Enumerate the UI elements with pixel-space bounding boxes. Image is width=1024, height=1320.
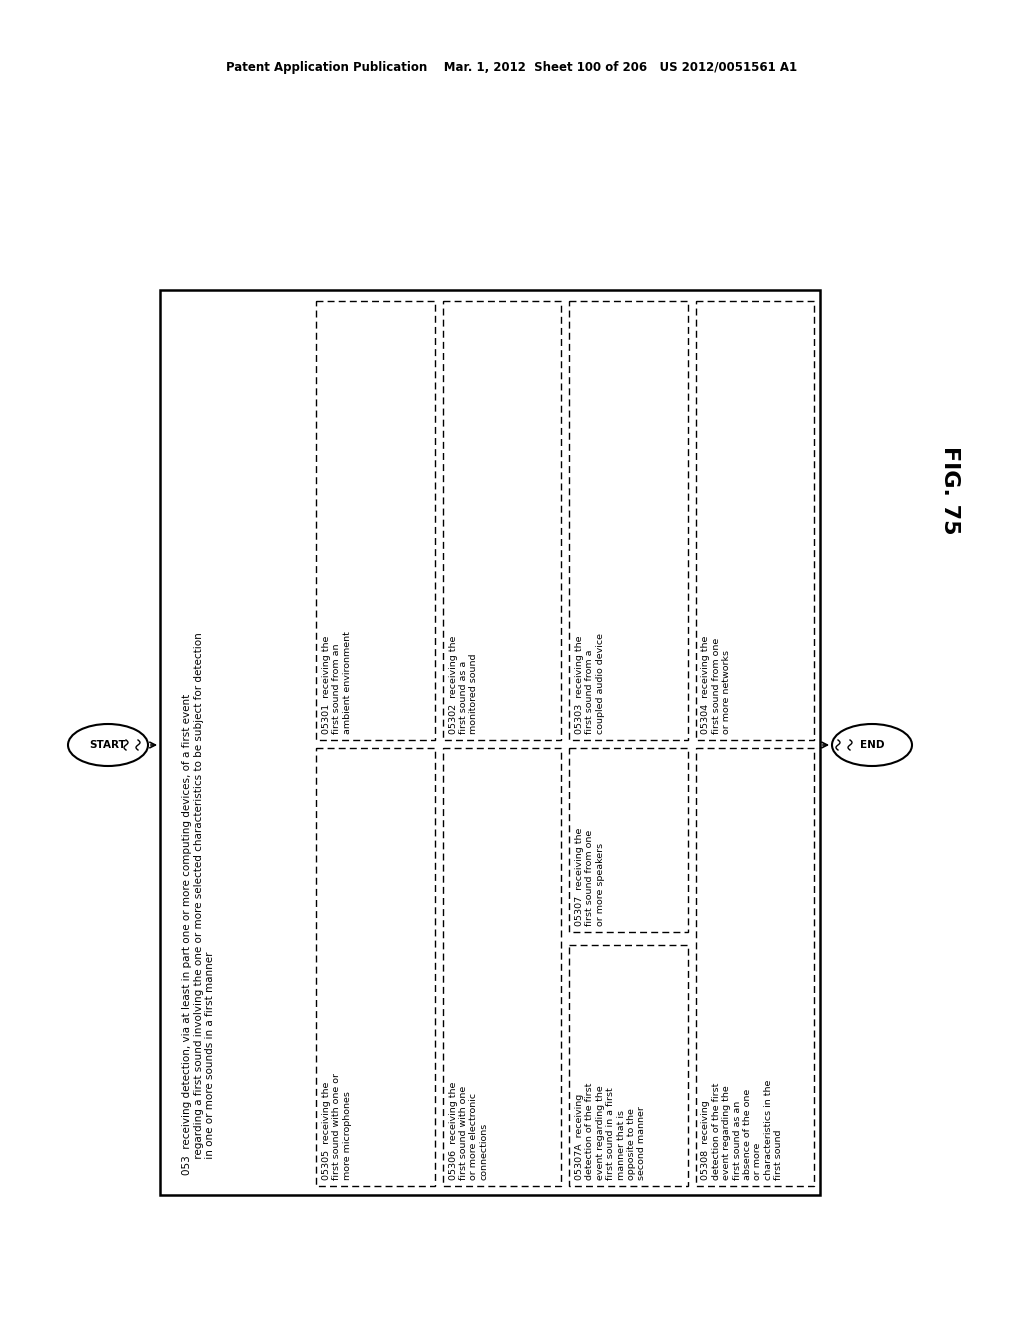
Text: 05307A  receiving
detection of the first
event regarding the
first sound in a fi: 05307A receiving detection of the first … (575, 1082, 646, 1180)
Bar (695, 301, 814, 739)
Text: START: START (90, 741, 126, 750)
Bar (569, 747, 687, 932)
Bar (695, 747, 814, 1185)
Text: 05307  receiving the
first sound from one
or more speakers: 05307 receiving the first sound from one… (575, 828, 605, 925)
Bar (316, 747, 434, 1185)
Bar (160, 290, 820, 1195)
Bar (442, 747, 561, 1185)
Text: 05305  receiving the
first sound with one or
more microphones: 05305 receiving the first sound with one… (322, 1073, 352, 1180)
Ellipse shape (68, 723, 148, 766)
Bar (442, 301, 561, 739)
Bar (569, 301, 687, 739)
Text: 05301  receiving the
first sound from an
ambient environment: 05301 receiving the first sound from an … (322, 631, 352, 734)
Ellipse shape (831, 723, 912, 766)
Text: 05304  receiving the
first sound from one
or more networks: 05304 receiving the first sound from one… (701, 635, 731, 734)
Text: 05306  receiving the
first sound with one
or more electronic
connections: 05306 receiving the first sound with one… (449, 1081, 488, 1180)
Text: Patent Application Publication    Mar. 1, 2012  Sheet 100 of 206   US 2012/00515: Patent Application Publication Mar. 1, 2… (226, 62, 798, 74)
Text: END: END (860, 741, 885, 750)
Text: FIG. 75: FIG. 75 (940, 446, 961, 535)
Bar (316, 301, 434, 739)
Text: 05303  receiving the
first sound from a
coupled audio device: 05303 receiving the first sound from a c… (575, 632, 605, 734)
Bar (569, 945, 687, 1185)
Text: 05302  receiving the
first sound as a
monitored sound: 05302 receiving the first sound as a mon… (449, 635, 478, 734)
Text: 053  receiving detection, via at least in part one or more computing devices, of: 053 receiving detection, via at least in… (182, 632, 215, 1175)
Text: 05308  receiving
detection of the first
event regarding the
first sound as an
ab: 05308 receiving detection of the first e… (701, 1080, 783, 1180)
